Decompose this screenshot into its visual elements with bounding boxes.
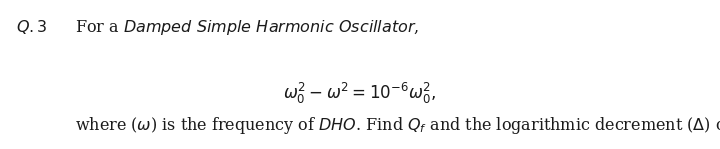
Text: For a $\mathit{Damped\ Simple\ Harmonic\ Oscillator}$,: For a $\mathit{Damped\ Simple\ Harmonic\… — [75, 18, 419, 37]
Text: where ($\omega$) is the frequency of $\mathit{DHO}$. Find $Q_f$ and the logarith: where ($\omega$) is the frequency of $\m… — [75, 115, 720, 136]
Text: $Q.3$: $Q.3$ — [16, 18, 48, 36]
Text: $\omega_0^{2} - \omega^2 = 10^{-6}\omega_0^{2},$: $\omega_0^{2} - \omega^2 = 10^{-6}\omega… — [283, 80, 437, 105]
